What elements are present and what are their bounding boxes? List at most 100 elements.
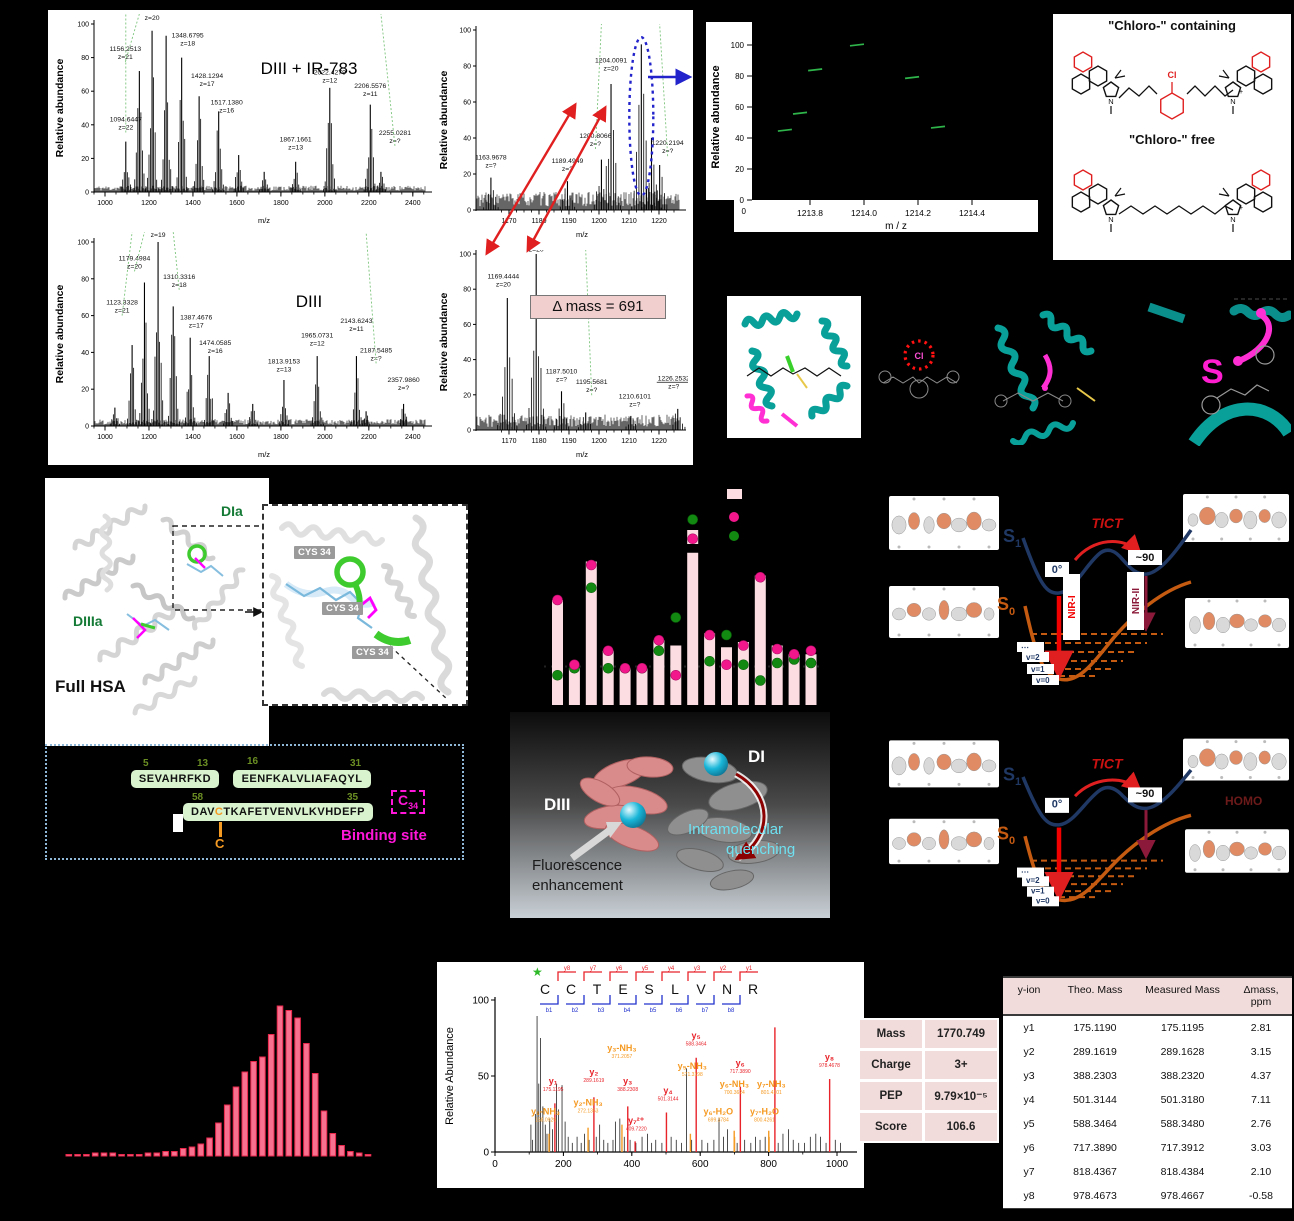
svg-text:1: 1 [1015,538,1021,550]
cell: 3.15 [1230,1040,1292,1064]
svg-text:1210: 1210 [621,438,637,445]
dye-title-chloro-containing: "Chloro-" containing [1108,18,1236,33]
svg-text:2200: 2200 [361,200,377,207]
peak-label: 1220.2194 [652,140,684,147]
cell: 4.37 [1230,1064,1292,1088]
y-ion-tag: y5 [642,966,649,972]
svg-text:501.3144: 501.3144 [658,1096,679,1102]
spectrum-zoom-complex: 0 20 40 60 80 100 Relative abundance 1170 1180 11… [438,24,686,239]
hsa-ribbon-art [62,503,266,716]
svg-text:588.3464: 588.3464 [686,1042,707,1048]
svg-text:N: N [1230,215,1235,224]
enhancement-arrow [606,822,622,838]
cell: 978.4673 [1055,1184,1135,1208]
svg-text:80: 80 [81,55,89,62]
svg-text:Relative abundance: Relative abundance [710,65,722,168]
svg-text:200: 200 [555,1159,572,1170]
stat-value: 9.79×10⁻⁵ [925,1082,997,1110]
isotope-marker [777,128,792,132]
bar [568,668,580,705]
stat-key: Mass [860,1020,922,1048]
peak-label: 1517.1380 [211,100,243,107]
dye-structures-panel: "Chloro-" containing "Chloro-" free N N Cl… [1053,14,1291,260]
svg-text:40: 40 [81,122,89,129]
table-row: y4 501.3144 501.3180 7.11 [1003,1088,1292,1112]
hist-bar [135,1154,143,1157]
svg-text:1000: 1000 [826,1159,849,1170]
cell: 588.3464 [1055,1112,1135,1136]
spectrum-diii-ir783: 0 20 40 60 80 100 Relative abundance 1000 1200 14… [54,14,432,225]
cell: y3 [1003,1064,1055,1088]
psm-stats-table: Mass 1770.749 Charge 3+ PEP 9.79×10⁻⁵ Score… [858,1018,999,1143]
fragment-label: y₂-NH₃ [573,1097,602,1107]
fragment-label: y₅ [692,1031,701,1041]
hist-bar [74,1154,81,1157]
peak-label: 1813.9153 [268,358,300,365]
fragment-label: y₈ [825,1052,834,1062]
hist-bar [153,1152,161,1157]
cell: y7 [1003,1160,1055,1184]
inset-source-box [172,525,266,611]
bar-chart-plot [544,489,824,705]
svg-text:0: 0 [467,208,471,215]
y-ion-tag: y3 [694,966,701,972]
charge-label: z=17 [200,81,215,88]
svg-text:700.3624: 700.3624 [724,1090,745,1096]
hist-bar [83,1154,90,1157]
svg-text:m / z: m / z [885,221,907,232]
charge-label: z=16 [208,348,223,355]
charge-label: z=20 [496,282,511,289]
stat-key: Score [860,1113,922,1141]
cell: y4 [1003,1088,1055,1112]
histogram-plot [65,1005,372,1157]
peak-label: 1200.8066 [579,133,611,140]
quenching-art [510,712,830,918]
fragment-label: y₁ [549,1076,558,1086]
hist-bar [250,1061,257,1157]
svg-text:978.4678: 978.4678 [819,1063,840,1069]
svg-text:80: 80 [735,72,744,81]
helix-conjugate-art [994,310,1096,447]
cys-link-line [219,822,222,837]
y-ion-tag: y2 [720,966,727,972]
svg-text:100: 100 [459,252,471,259]
svg-text:600: 600 [692,1159,709,1170]
residue-number: 5 [143,758,149,769]
svg-text:272.1353: 272.1353 [578,1108,599,1114]
hist-bar [347,1151,354,1157]
residue-number: 58 [192,792,204,803]
pink-dot [636,662,648,674]
isotope-marker [930,125,946,129]
svg-text:DIII: DIII [296,292,322,311]
pink-dot [670,669,682,681]
svg-text:1200: 1200 [141,434,157,441]
svg-text:1190: 1190 [561,218,576,225]
charge-label: z=11 [349,326,364,333]
legend-pink-dot [729,512,739,522]
hist-bar [329,1133,337,1157]
svg-text:1800: 1800 [273,434,289,441]
green-dot [687,514,698,525]
pink-dot [586,559,597,571]
svg-text:100: 100 [472,996,489,1007]
dye-sphere [704,752,728,776]
green-dot [670,612,682,623]
pink-dot [754,571,766,583]
residue-letter: T [593,981,602,997]
cell: 388.2303 [1055,1064,1135,1088]
charge-label: z=18 [172,282,187,289]
pink-dot [653,634,665,646]
hist-bar [285,1010,293,1157]
green-dot [738,659,749,671]
hist-bar [276,1005,284,1157]
svg-text:80: 80 [463,64,471,71]
seq3-cys: C [214,806,224,818]
svg-text:175.1195: 175.1195 [543,1087,564,1093]
svg-text:1600: 1600 [229,434,245,441]
hist-bar [197,1143,205,1157]
cell: 2.76 [1230,1112,1292,1136]
peak-label: 1163.9678 [475,155,507,162]
isotope-marker [808,68,823,72]
isotope-pattern-plot: 0 20 40 60 80 100 Relative abundance 0 1213.8 121… [706,22,1038,234]
